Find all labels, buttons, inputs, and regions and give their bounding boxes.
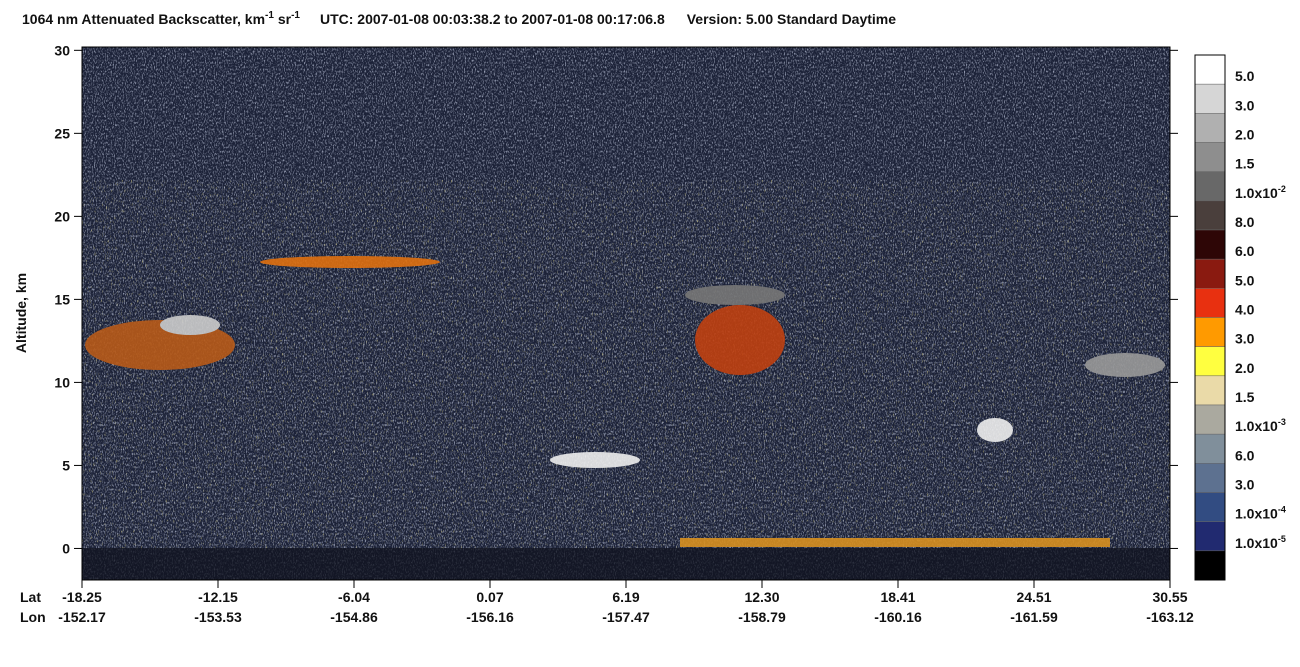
colorbar-swatch bbox=[1194, 346, 1226, 377]
colorbar-label-mantissa: 3.0 bbox=[1235, 97, 1255, 113]
y-tick-label: 5 bbox=[62, 457, 70, 473]
x-tick-label: 24.51 bbox=[1016, 589, 1051, 605]
colorbar-label-mantissa: 3.0 bbox=[1235, 477, 1255, 493]
colorbar-label-mantissa: 5.0 bbox=[1235, 68, 1255, 84]
colorbar-label: 1.5 bbox=[1235, 389, 1255, 405]
colorbar-swatch bbox=[1194, 463, 1226, 493]
colorbar-label: 5.0 bbox=[1235, 68, 1255, 84]
colorbar-label-mantissa: 1.5 bbox=[1235, 389, 1255, 405]
colorbar-swatch bbox=[1194, 375, 1226, 406]
colorbar-label: 5.0 bbox=[1235, 272, 1255, 288]
colorbar-swatch bbox=[1194, 521, 1226, 552]
colorbar-label: 4.0 bbox=[1235, 302, 1255, 318]
colorbar-label-mantissa: 4.0 bbox=[1235, 302, 1255, 318]
y-tick-label: 30 bbox=[54, 42, 70, 58]
x-row-label: Lon bbox=[20, 609, 46, 625]
chart-title: 1064 nm Attenuated Backscatter, km-1 sr-… bbox=[22, 10, 896, 27]
y-tick-label: 25 bbox=[54, 125, 70, 141]
x-tick-label: 30.55 bbox=[1152, 589, 1187, 605]
y-tick-label: 20 bbox=[54, 208, 70, 224]
colorbar-frame bbox=[1194, 54, 1226, 581]
colorbar-label-mantissa: 1.0x10 bbox=[1235, 535, 1278, 551]
x-tick-label: -161.59 bbox=[1010, 609, 1058, 625]
colorbar-label: 3.0 bbox=[1235, 477, 1255, 493]
colorbar-label: 1.0x10-2 bbox=[1235, 184, 1286, 201]
colorbar-swatch bbox=[1194, 83, 1226, 114]
colorbar-label: 3.0 bbox=[1235, 97, 1255, 113]
colorbar-label: 1.0x10-5 bbox=[1235, 534, 1286, 551]
colorbar-swatch bbox=[1194, 288, 1226, 318]
colorbar-swatch bbox=[1194, 550, 1226, 581]
x-tick-label: -12.15 bbox=[198, 589, 238, 605]
colorbar-label: 2.0 bbox=[1235, 127, 1255, 143]
x-row-label: Lat bbox=[20, 589, 41, 605]
x-tick-label: -6.04 bbox=[338, 589, 370, 605]
colorbar-label-mantissa: 6.0 bbox=[1235, 243, 1255, 259]
cloud-features bbox=[85, 256, 1165, 547]
colorbar-swatch bbox=[1194, 200, 1226, 231]
x-tick-label: -160.16 bbox=[874, 609, 922, 625]
x-tick-label: 12.30 bbox=[744, 589, 779, 605]
colorbar-swatch bbox=[1194, 492, 1226, 522]
x-tick-label: -157.47 bbox=[602, 609, 650, 625]
y-tick-label: 10 bbox=[54, 374, 70, 390]
colorbar-label: 2.0 bbox=[1235, 360, 1255, 376]
colorbar-label: 6.0 bbox=[1235, 447, 1255, 463]
colorbar-label: 6.0 bbox=[1235, 243, 1255, 259]
colorbar-label: 3.0 bbox=[1235, 331, 1255, 347]
x-tick-label: 0.07 bbox=[476, 589, 503, 605]
colorbar-swatch bbox=[1194, 54, 1226, 85]
x-tick-label: -163.12 bbox=[1146, 609, 1194, 625]
colorbar-label-exponent: -3 bbox=[1278, 417, 1286, 427]
signal-texture bbox=[82, 180, 1170, 550]
subsurface bbox=[82, 548, 1170, 580]
x-tick-label: -153.53 bbox=[194, 609, 242, 625]
colorbar-swatch bbox=[1194, 404, 1226, 435]
colorbar-label: 8.0 bbox=[1235, 214, 1255, 230]
colorbar-swatch bbox=[1194, 113, 1226, 143]
colorbar-label-mantissa: 6.0 bbox=[1235, 447, 1255, 463]
colorbar-swatch bbox=[1194, 142, 1226, 172]
colorbar-label-exponent: -5 bbox=[1278, 534, 1286, 544]
colorbar-label: 1.0x10-4 bbox=[1235, 505, 1286, 522]
colorbar-label-mantissa: 8.0 bbox=[1235, 214, 1255, 230]
colorbar-swatch bbox=[1194, 433, 1226, 464]
colorbar-swatch bbox=[1194, 317, 1226, 347]
x-tick-label: 18.41 bbox=[880, 589, 915, 605]
colorbar-label-mantissa: 1.0x10 bbox=[1235, 418, 1278, 434]
colorbar-swatch bbox=[1194, 171, 1226, 202]
x-tick-label: -152.17 bbox=[58, 609, 106, 625]
colorbar-swatch bbox=[1194, 229, 1226, 260]
x-tick-label: -18.25 bbox=[62, 589, 102, 605]
y-tick-label: 15 bbox=[54, 291, 70, 307]
x-tick-label: -158.79 bbox=[738, 609, 786, 625]
x-tick-label: -156.16 bbox=[466, 609, 514, 625]
colorbar-label-mantissa: 2.0 bbox=[1235, 360, 1255, 376]
colorbar-label-exponent: -2 bbox=[1278, 184, 1286, 194]
colorbar-label: 1.5 bbox=[1235, 156, 1255, 172]
colorbar-label-mantissa: 2.0 bbox=[1235, 127, 1255, 143]
colorbar-label-exponent: -4 bbox=[1278, 505, 1286, 515]
colorbar-label-mantissa: 1.5 bbox=[1235, 156, 1255, 172]
plot-area bbox=[81, 46, 1171, 581]
colorbar-label: 1.0x10-3 bbox=[1235, 417, 1286, 434]
y-axis-label: Altitude, km bbox=[13, 273, 29, 353]
colorbar-label-mantissa: 5.0 bbox=[1235, 272, 1255, 288]
colorbar-label-mantissa: 1.0x10 bbox=[1235, 506, 1278, 522]
x-tick-label: 6.19 bbox=[612, 589, 639, 605]
colorbar-swatch bbox=[1194, 258, 1226, 289]
x-tick-label: -154.86 bbox=[330, 609, 378, 625]
colorbar-label-mantissa: 1.0x10 bbox=[1235, 185, 1278, 201]
colorbar-label-mantissa: 3.0 bbox=[1235, 331, 1255, 347]
y-tick-label: 0 bbox=[62, 540, 70, 556]
